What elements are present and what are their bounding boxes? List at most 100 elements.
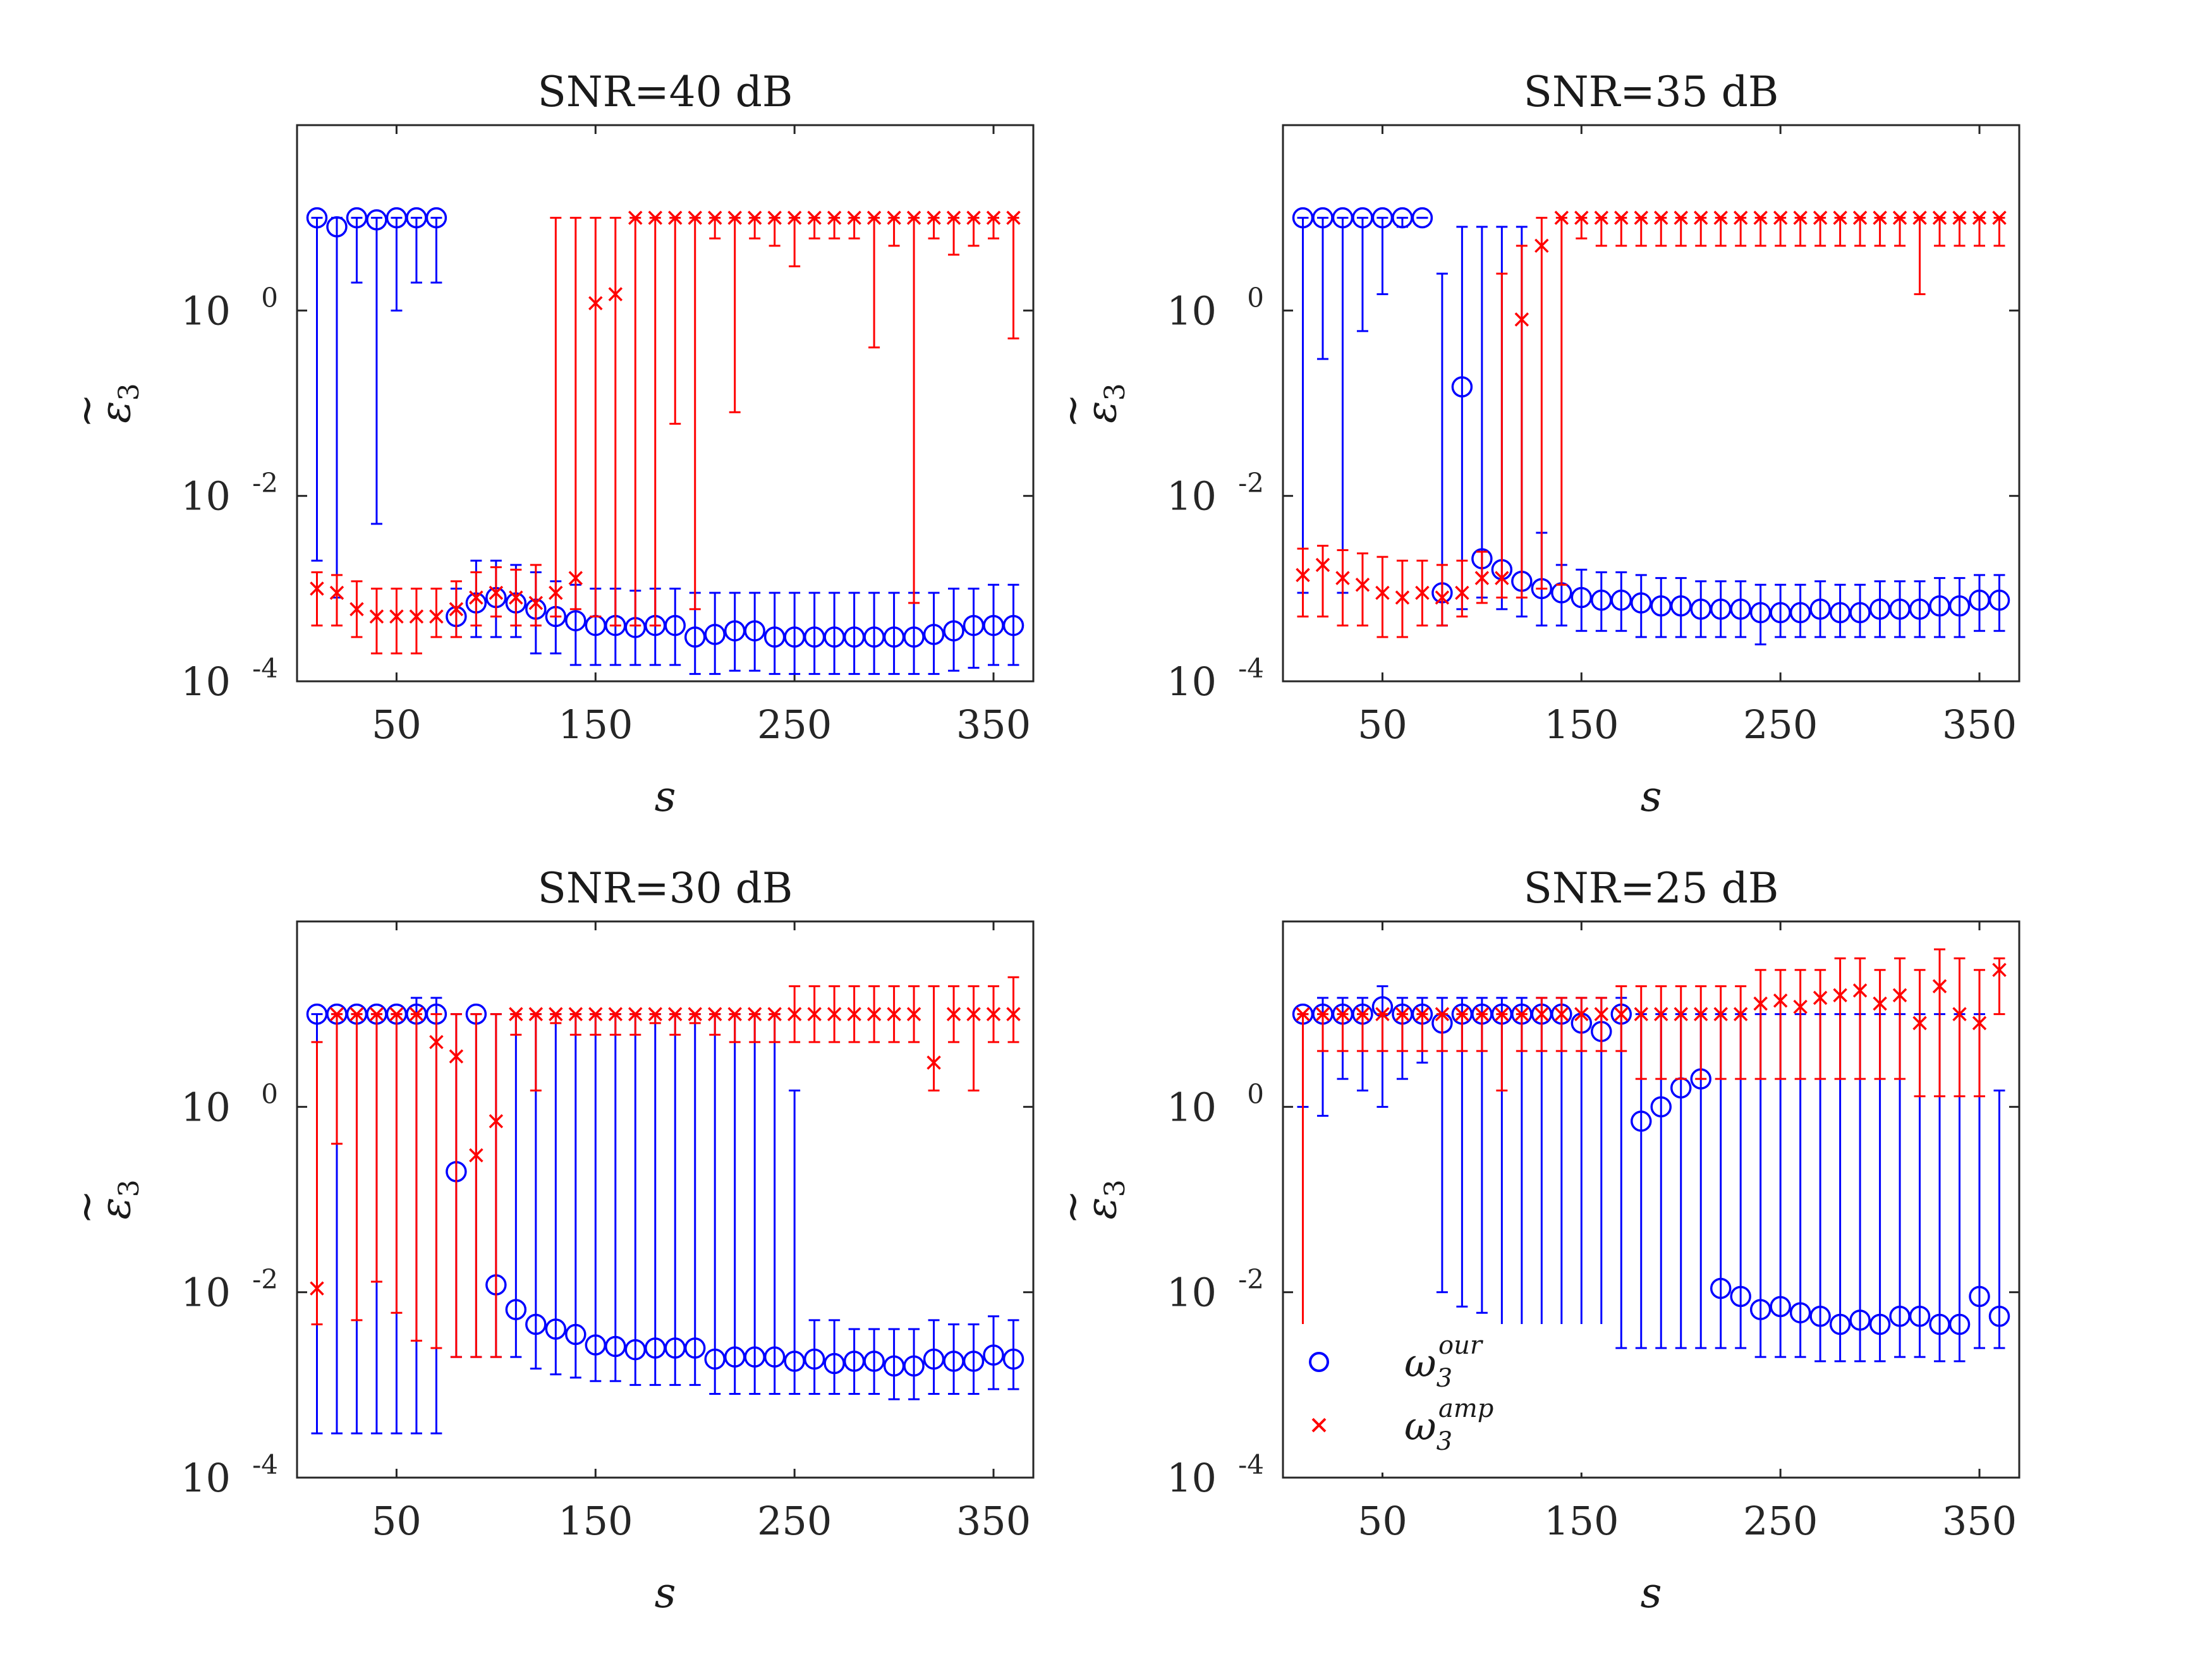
data-point-our (545, 1318, 567, 1340)
data-point-our (1909, 1305, 1931, 1327)
data-point-our (863, 1351, 885, 1372)
data-point-amp (1435, 1007, 1450, 1021)
axes-box (1282, 920, 2021, 1479)
data-point-amp (827, 210, 842, 225)
panel-title: SNR=40 dB (538, 68, 793, 116)
y-tick-label: 10 (1167, 473, 1217, 520)
x-tick-label: 350 (1942, 1498, 2017, 1544)
data-point-amp (648, 210, 662, 225)
panel-snr-40: SNR=40 dB 50 150 250 350 10 -4 10 -2 10 0 s ε3~ (62, 68, 1035, 821)
data-point-amp (1315, 557, 1330, 573)
data-point-amp (887, 1007, 901, 1021)
data-point-amp (688, 210, 702, 225)
data-point-amp (707, 210, 722, 225)
data-point-amp (409, 1007, 424, 1021)
data-point-amp (727, 1007, 742, 1021)
data-point-our (1571, 586, 1593, 609)
data-point-amp (1793, 210, 1808, 225)
data-point-our (784, 1351, 805, 1372)
data-point-our (1809, 1305, 1831, 1327)
data-point-our (923, 624, 945, 645)
data-point-our (346, 207, 368, 229)
data-point-amp (369, 609, 384, 624)
data-point-amp (1693, 1007, 1708, 1021)
series-our (1292, 207, 2010, 646)
x-tick-label: 150 (1544, 702, 1619, 748)
data-point-amp (608, 287, 623, 301)
data-point-our (1631, 1110, 1652, 1132)
legend-amp-marker (1311, 1418, 1327, 1433)
y-tick-label: 10 (181, 473, 231, 520)
data-point-amp (369, 1007, 384, 1021)
data-point-amp (1474, 1007, 1490, 1021)
y-axis-label: ε3~ (62, 383, 145, 428)
data-point-amp (807, 1007, 822, 1021)
x-tick-label: 50 (1358, 1498, 1407, 1544)
x-tick-label: 150 (558, 1498, 633, 1544)
panel-snr-30: SNR=30 dB 50 150 250 350 10 -4 10 -2 10 0 s ε3~ (62, 864, 1035, 1617)
x-tick-label: 50 (1358, 702, 1407, 748)
data-point-amp (1375, 585, 1390, 600)
x-tick-label: 350 (956, 1498, 1031, 1544)
y-axis-label: ε3~ (62, 1179, 145, 1224)
data-point-amp (847, 210, 861, 225)
data-point-our (1002, 1348, 1024, 1370)
data-point-amp (1395, 590, 1410, 605)
data-point-our (803, 1348, 825, 1370)
data-point-our (1730, 1285, 1751, 1308)
data-point-amp (727, 210, 742, 225)
data-point-our (943, 620, 964, 641)
y-axis-label-accent: ~ (62, 393, 111, 428)
data-point-amp (1753, 996, 1768, 1011)
data-point-amp (1793, 999, 1808, 1014)
data-point-amp (1813, 990, 1828, 1006)
data-point-amp (1992, 963, 2007, 977)
data-point-amp (310, 581, 324, 596)
data-point-amp (1554, 210, 1569, 225)
data-point-our (1849, 602, 1871, 624)
data-point-amp (966, 210, 981, 225)
y-axis-label: ε3~ (1048, 383, 1131, 428)
data-point-our (983, 1344, 1004, 1366)
y-axis-label: ε3~ (1048, 1179, 1131, 1224)
data-point-amp (469, 1148, 483, 1163)
data-point-our (664, 614, 686, 636)
y-tick-label: 10 (181, 1270, 231, 1316)
data-point-amp (489, 585, 504, 600)
data-point-amp (1733, 1007, 1748, 1021)
series-our (306, 207, 1024, 675)
data-point-amp (1713, 1007, 1728, 1021)
data-point-amp (1534, 1007, 1549, 1021)
data-point-our (1610, 589, 1632, 611)
data-point-amp (429, 1035, 444, 1050)
data-point-amp (1455, 585, 1469, 600)
x-axis-label: s (655, 1569, 676, 1617)
data-point-amp (449, 602, 464, 617)
series-amp (310, 976, 1021, 1358)
data-point-amp (1495, 1007, 1509, 1021)
data-point-amp (389, 1007, 404, 1021)
data-point-amp (1932, 979, 1947, 994)
data-point-amp (568, 571, 583, 585)
data-point-our (306, 207, 328, 229)
data-point-amp (1833, 988, 1847, 1002)
data-point-amp (1972, 210, 1987, 225)
data-point-amp (509, 590, 523, 605)
y-tick-exponent: 0 (261, 282, 278, 313)
data-point-amp (1654, 210, 1668, 225)
data-point-our (1988, 1305, 2010, 1327)
data-point-amp (1594, 210, 1609, 225)
data-point-our (1988, 589, 2010, 611)
data-point-our (1002, 614, 1024, 636)
panel-title: SNR=25 dB (1524, 864, 1779, 913)
data-point-amp (1594, 1007, 1609, 1021)
y-axis-label-accent: ~ (1048, 1189, 1097, 1224)
data-point-amp (847, 1007, 861, 1021)
data-point-our (1789, 602, 1811, 624)
data-point-amp (528, 595, 544, 611)
panel-snr-35: SNR=35 dB 50 150 250 350 10 -4 10 -2 10 0 s ε3~ (1048, 68, 2021, 821)
x-tick-label: 150 (558, 702, 633, 748)
data-point-amp (588, 296, 603, 310)
data-point-amp (1952, 1007, 1967, 1021)
